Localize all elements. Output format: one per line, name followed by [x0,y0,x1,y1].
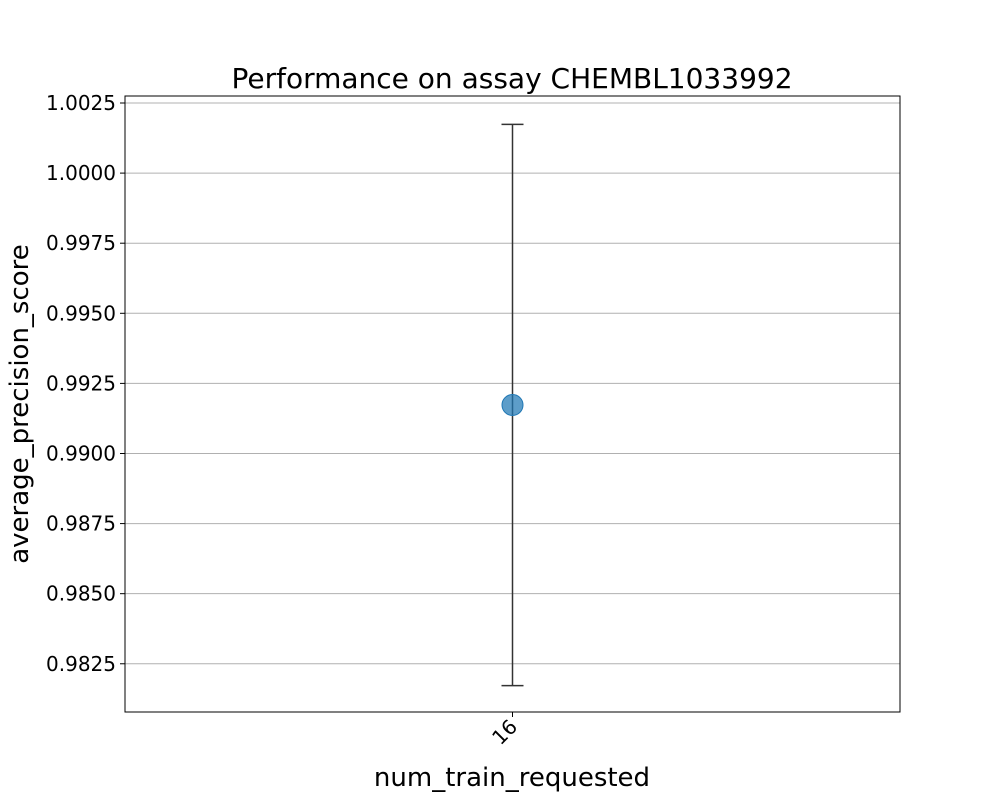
y-tick-label: 0.9975 [46,231,116,255]
y-tick-label: 0.9825 [46,652,116,676]
x-axis-ticks: 16 [487,712,522,750]
x-axis-label: num_train_requested [374,763,650,793]
chart-title: Performance on assay CHEMBL1033992 [231,62,792,95]
y-tick-label: 1.0025 [46,91,116,115]
y-tick-label: 1.0000 [46,161,116,185]
y-axis-ticks: 0.9825 0.9850 0.9875 0.9900 0.9925 0.9950 0.99… [46,91,125,676]
y-tick-label: 0.9900 [46,441,116,465]
y-tick-label: 0.9950 [46,301,116,325]
y-tick-label: 0.9875 [46,512,116,536]
x-tick-label: 16 [487,715,522,750]
y-axis-label: average_precision_score [5,244,35,564]
plot-frame [124,95,901,713]
y-tick-label: 0.9925 [46,371,116,395]
data-marks [501,123,524,687]
data-point [501,393,524,416]
y-tick-label: 0.9850 [46,582,116,606]
